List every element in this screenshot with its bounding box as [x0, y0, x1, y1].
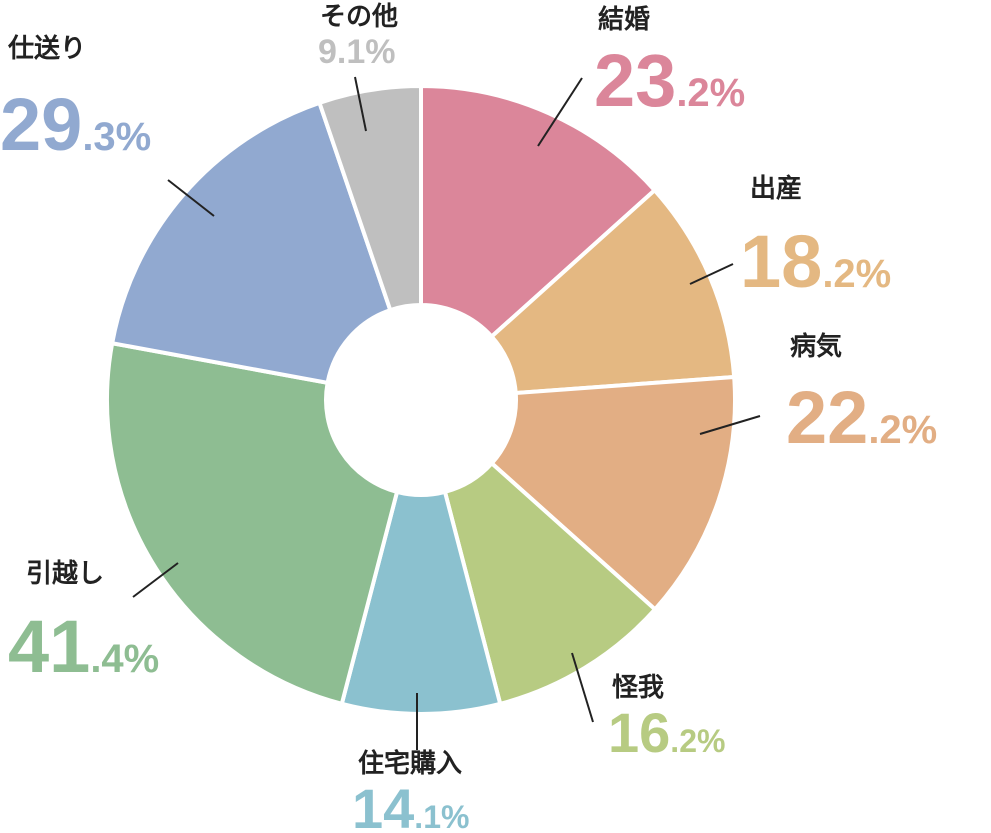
slice-label: その他: [320, 2, 398, 32]
slice-value-label: 41.4%: [8, 605, 159, 688]
pie-slice-5: [339, 489, 503, 716]
pie-slice-6: [105, 340, 400, 707]
leader-line-6: [132, 562, 179, 598]
leader-line-4: [571, 652, 594, 723]
pie-slice-8: [316, 83, 423, 313]
slice-value-label: 22.2%: [786, 376, 937, 459]
slice-value-label: 23.2%: [594, 39, 745, 122]
pie-slice-1: [419, 83, 658, 340]
slice-label: 病気: [790, 331, 842, 362]
leader-line-8: [354, 76, 367, 132]
slice-value-label: 16.2%: [608, 701, 725, 764]
pie-slice-3: [488, 374, 737, 613]
slice-label: 引越し: [26, 559, 104, 589]
leader-line-3: [699, 415, 761, 435]
leader-line-7: [167, 179, 215, 217]
slice-label: 住宅購入: [358, 748, 462, 779]
pie-slice-4: [442, 460, 658, 707]
slice-value-label: 29.3%: [0, 83, 151, 166]
pie-slice-7: [109, 100, 393, 386]
slice-value-label: 9.1%: [318, 33, 396, 71]
leader-line-1: [537, 77, 583, 147]
slice-value-label: 18.2%: [740, 220, 891, 303]
slice-label: 仕送り: [7, 34, 86, 64]
pie-slice-2: [488, 187, 737, 396]
leader-line-2: [689, 263, 734, 285]
slice-label: 結婚: [598, 4, 650, 35]
slice-value-label: 14.1%: [352, 777, 469, 833]
slice-label: 怪我: [612, 673, 664, 703]
slice-label: 出産: [750, 173, 802, 204]
